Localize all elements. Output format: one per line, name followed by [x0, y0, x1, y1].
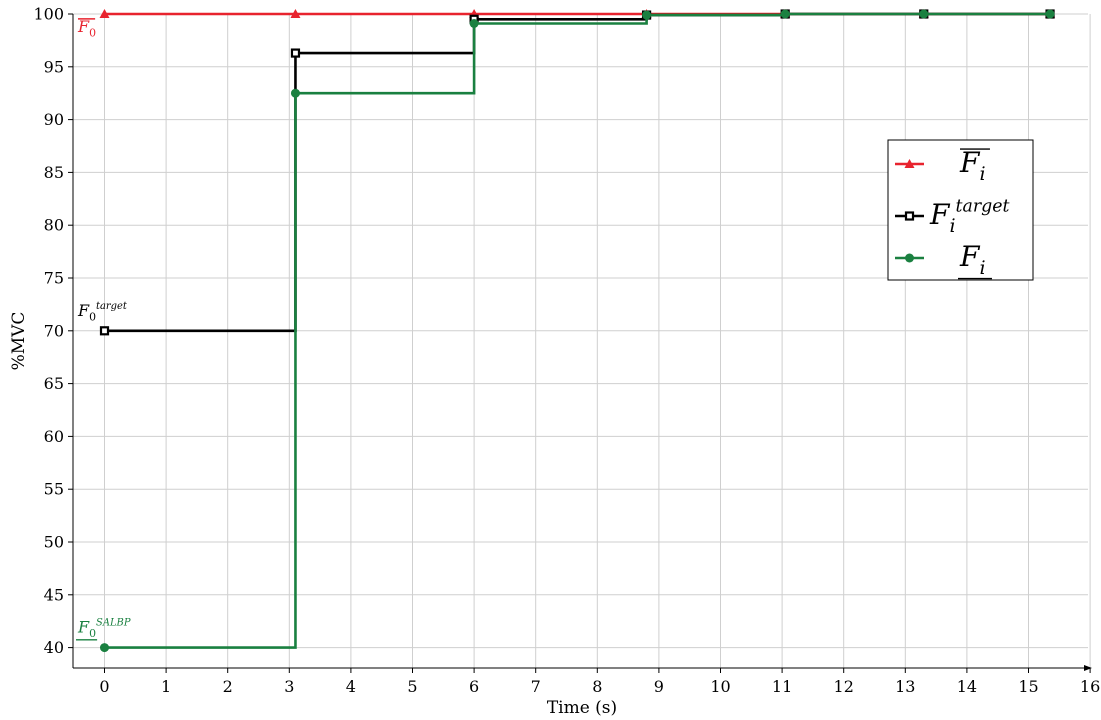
x-tick-label: 12: [834, 677, 854, 696]
data-point: [100, 643, 109, 653]
legend-label-2: Fi: [958, 240, 992, 280]
annotations: F0 F0target F0SALBP: [76, 17, 131, 641]
series-line: [104, 12, 1051, 649]
data-point: [99, 326, 110, 336]
series: [99, 9, 1056, 653]
annotation-1: F0target: [77, 301, 127, 324]
data-point: [919, 9, 929, 19]
data-point: [1045, 9, 1055, 19]
legend-label-2-text: Fi: [959, 240, 986, 279]
annotation-1-text: F0target: [77, 301, 127, 324]
series-2: [100, 9, 1055, 653]
legend-entry-1: Fitarget: [895, 197, 1010, 237]
legend-label-1-text: Fitarget: [929, 197, 1010, 237]
x-tick-label: 11: [772, 677, 792, 696]
grid: [73, 13, 1091, 668]
y-tick-label: 90: [44, 110, 64, 129]
x-tick-label: 5: [407, 677, 417, 696]
x-tick-label: 1: [161, 677, 171, 696]
y-axis-title: %MVC: [9, 312, 29, 371]
x-tick-label: 14: [957, 677, 977, 696]
y-tick-label: 95: [44, 57, 64, 76]
data-point: [642, 10, 652, 20]
annotation-0: F0: [77, 17, 96, 39]
y-tick-label: 55: [44, 480, 64, 499]
annotation-0-text: F0: [77, 17, 96, 39]
x-tick-label: 9: [654, 677, 664, 696]
legend-entry-2: Fi: [895, 240, 992, 280]
x-tick-label: 8: [592, 677, 602, 696]
y-tick-label: 40: [44, 638, 64, 657]
x-axis-arrow: [1084, 665, 1092, 671]
x-tick-label: 3: [284, 677, 294, 696]
legend-entry-0: Fi: [895, 146, 990, 185]
y-tick-label: 80: [44, 216, 64, 235]
y-tick-label: 45: [44, 585, 64, 604]
legend-label-0: Fi: [959, 146, 990, 185]
x-tick-label: 6: [469, 677, 479, 696]
x-tick-label: 0: [99, 677, 109, 696]
x-tick-label: 4: [346, 677, 356, 696]
y-tick-label: 50: [44, 533, 64, 552]
legend-marker: [904, 211, 915, 221]
legend-label-1: Fitarget: [929, 197, 1010, 237]
x-tick-label: 7: [531, 677, 541, 696]
y-tick-label: 65: [44, 374, 64, 393]
data-point: [290, 48, 301, 58]
x-tick-label: 10: [710, 677, 730, 696]
x-axis-title: Time (s): [547, 698, 617, 718]
data-point: [469, 19, 479, 29]
data-point: [780, 9, 790, 19]
x-tick-label: 16: [1080, 677, 1100, 696]
legend-label-0-text: Fi: [959, 146, 986, 185]
y-tick-label: 100: [33, 5, 64, 24]
annotation-2: F0SALBP: [76, 618, 131, 641]
data-point: [99, 9, 110, 18]
y-tick-label: 75: [44, 269, 64, 288]
legend-marker: [905, 253, 914, 263]
tick-labels: 0 1 2 3 4 5 6 7 8 9 10 11 12 13 14 15 164045505560657075…: [33, 5, 1100, 697]
x-tick-label: 15: [1018, 677, 1038, 696]
annotation-2-text: F0SALBP: [77, 618, 131, 641]
legend-marker: [904, 159, 915, 168]
data-point: [290, 88, 300, 98]
y-tick-label: 70: [44, 321, 64, 340]
y-tick-label: 85: [44, 163, 64, 182]
y-tick-label: 60: [44, 427, 64, 446]
x-tick-label: 13: [895, 677, 915, 696]
data-point: [290, 9, 301, 18]
axes: [72, 14, 1092, 671]
x-tick-label: 2: [223, 677, 233, 696]
